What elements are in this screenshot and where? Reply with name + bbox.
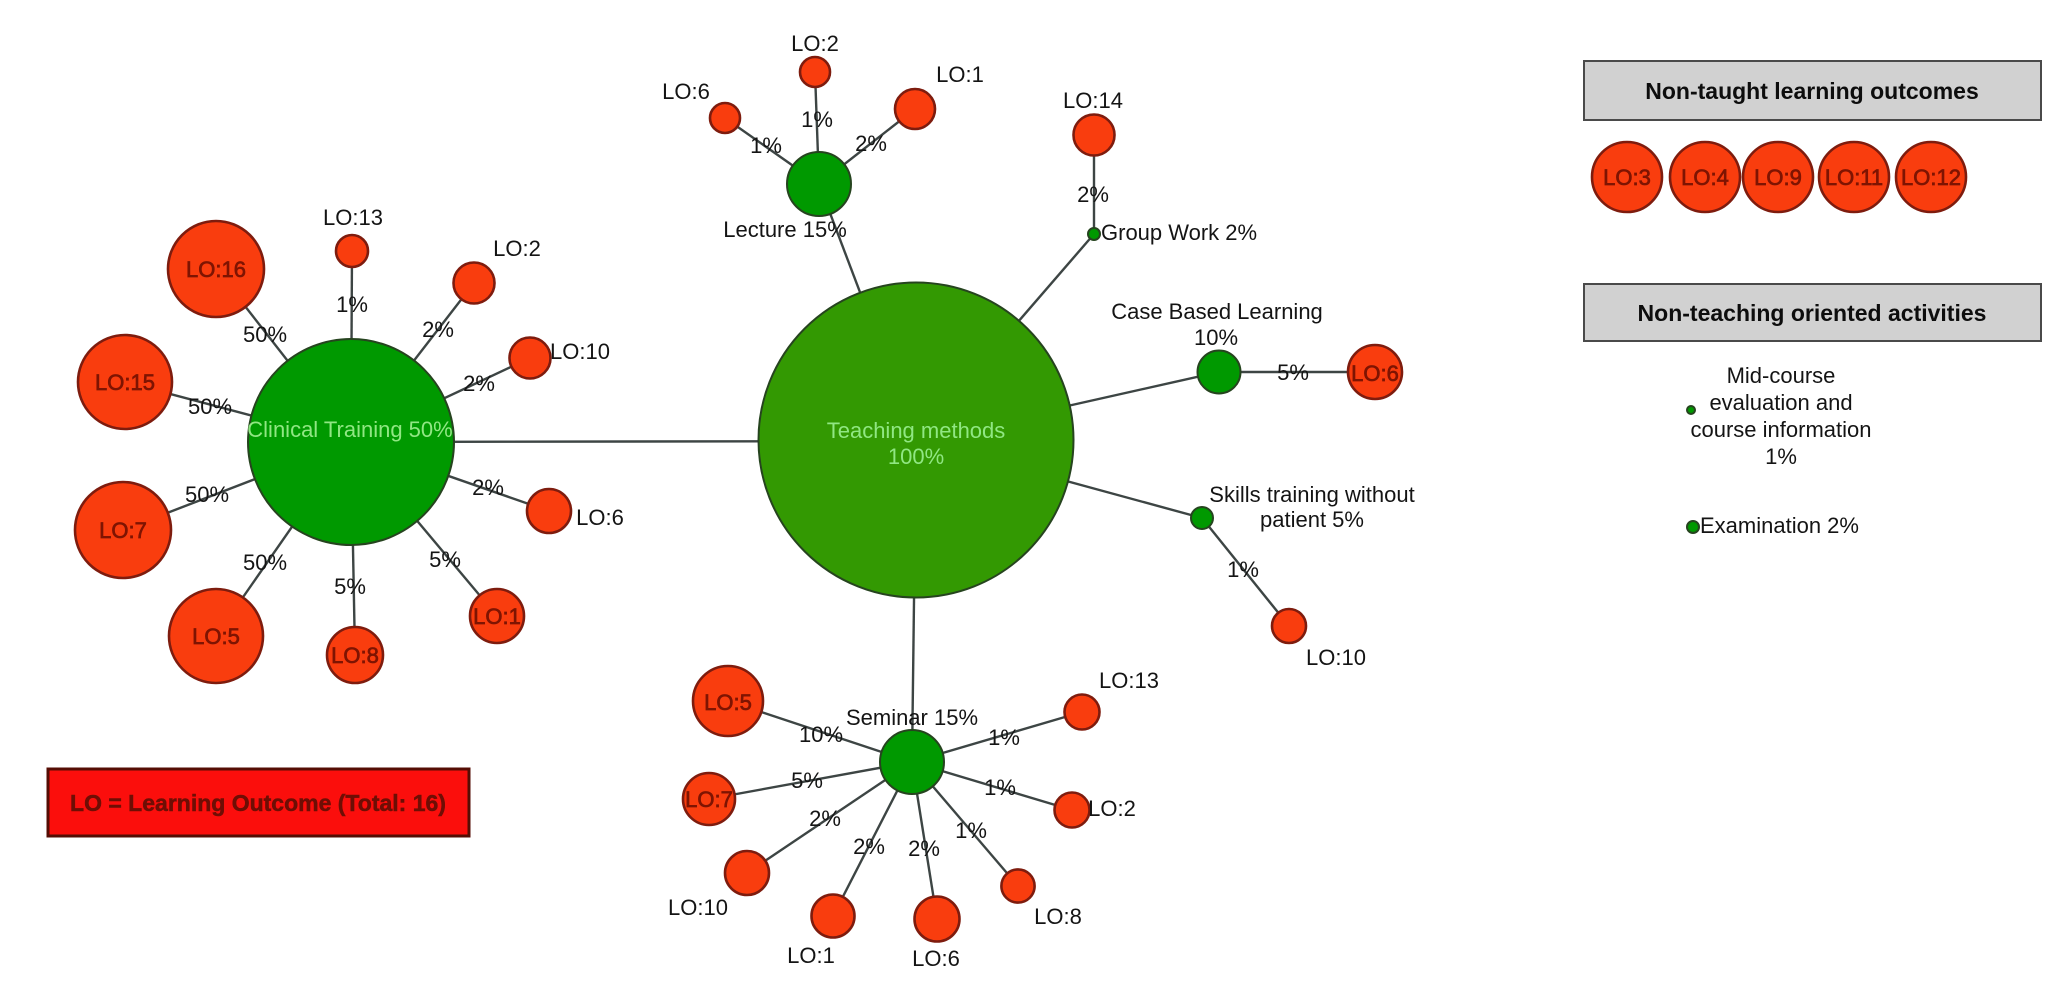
svg-text:50%: 50% [188, 394, 232, 419]
svg-text:Clinical Training 50%: Clinical Training 50% [247, 417, 452, 442]
svg-text:1%: 1% [984, 775, 1016, 800]
svg-text:LO:1: LO:1 [936, 62, 984, 87]
svg-text:10%: 10% [1194, 325, 1238, 350]
svg-text:100%: 100% [888, 444, 944, 469]
svg-text:5%: 5% [429, 547, 461, 572]
svg-text:LO:6: LO:6 [576, 505, 624, 530]
svg-text:1%: 1% [336, 292, 368, 317]
svg-text:1%: 1% [1765, 444, 1797, 469]
svg-text:LO:3: LO:3 [1603, 165, 1651, 190]
svg-text:Examination 2%: Examination 2% [1700, 513, 1859, 538]
svg-text:1%: 1% [750, 133, 782, 158]
svg-text:Teaching methods: Teaching methods [827, 418, 1006, 443]
svg-text:Skills training without: Skills training without [1209, 482, 1414, 507]
svg-text:2%: 2% [422, 317, 454, 342]
svg-text:LO:10: LO:10 [550, 339, 610, 364]
svg-text:2%: 2% [472, 475, 504, 500]
svg-text:LO:13: LO:13 [323, 205, 383, 230]
svg-text:10%: 10% [799, 722, 843, 747]
svg-text:LO:11: LO:11 [1825, 165, 1883, 190]
svg-text:Non-teaching oriented activiti: Non-teaching oriented activities [1638, 300, 1987, 326]
svg-text:2%: 2% [853, 834, 885, 859]
svg-text:50%: 50% [243, 322, 287, 347]
svg-text:Lecture 15%: Lecture 15% [723, 217, 847, 242]
svg-text:LO:9: LO:9 [1754, 165, 1802, 190]
svg-text:LO:8: LO:8 [1034, 904, 1082, 929]
svg-text:5%: 5% [1277, 360, 1309, 385]
svg-text:evaluation and: evaluation and [1709, 390, 1852, 415]
svg-text:LO:14: LO:14 [1063, 88, 1123, 113]
svg-text:LO:1: LO:1 [787, 943, 835, 968]
svg-text:course information: course information [1691, 417, 1872, 442]
svg-text:LO:16: LO:16 [186, 257, 246, 282]
svg-text:2%: 2% [1077, 182, 1109, 207]
svg-text:5%: 5% [334, 574, 366, 599]
svg-text:Non-taught learning outcomes: Non-taught learning outcomes [1645, 78, 1979, 104]
svg-text:LO:2: LO:2 [493, 236, 541, 261]
svg-text:LO:2: LO:2 [791, 31, 839, 56]
svg-text:LO:10: LO:10 [1306, 645, 1366, 670]
svg-text:LO:1: LO:1 [473, 604, 521, 629]
svg-text:50%: 50% [185, 482, 229, 507]
svg-text:1%: 1% [1227, 557, 1259, 582]
svg-text:5%: 5% [791, 768, 823, 793]
svg-text:LO:2: LO:2 [1088, 796, 1136, 821]
svg-text:LO:6: LO:6 [1351, 361, 1399, 386]
svg-text:2%: 2% [908, 836, 940, 861]
svg-text:LO:4: LO:4 [1681, 165, 1729, 190]
svg-text:1%: 1% [988, 725, 1020, 750]
svg-text:LO:7: LO:7 [99, 518, 147, 543]
svg-text:LO:12: LO:12 [1901, 165, 1961, 190]
svg-text:LO:13: LO:13 [1099, 668, 1159, 693]
svg-text:LO = Learning Outcome (Total:: LO = Learning Outcome (Total: 16) [70, 790, 446, 816]
svg-text:Case Based Learning: Case Based Learning [1111, 299, 1323, 324]
svg-text:LO:6: LO:6 [912, 946, 960, 971]
svg-text:2%: 2% [463, 371, 495, 396]
svg-text:Mid-course: Mid-course [1727, 363, 1836, 388]
svg-text:LO:10: LO:10 [668, 895, 728, 920]
svg-text:Group Work 2%: Group Work 2% [1101, 220, 1257, 245]
svg-text:LO:8: LO:8 [331, 643, 379, 668]
svg-text:1%: 1% [955, 818, 987, 843]
svg-text:LO:6: LO:6 [662, 79, 710, 104]
svg-text:2%: 2% [855, 131, 887, 156]
svg-text:LO:5: LO:5 [704, 690, 752, 715]
svg-text:LO:5: LO:5 [192, 624, 240, 649]
svg-text:LO:7: LO:7 [685, 787, 733, 812]
svg-text:LO:15: LO:15 [95, 370, 155, 395]
svg-text:50%: 50% [243, 550, 287, 575]
svg-text:2%: 2% [809, 806, 841, 831]
svg-text:1%: 1% [801, 107, 833, 132]
svg-text:Seminar 15%: Seminar 15% [846, 705, 978, 730]
svg-text:patient 5%: patient 5% [1260, 507, 1364, 532]
